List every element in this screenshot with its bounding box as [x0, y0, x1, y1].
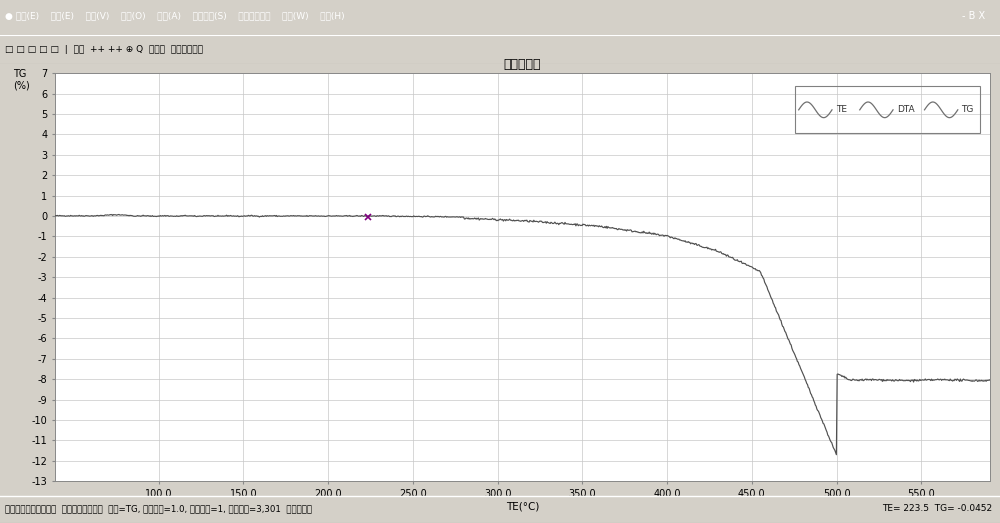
Text: TE= 223.5  TG= -0.0452: TE= 223.5 TG= -0.0452	[882, 504, 992, 513]
X-axis label: TE(°C): TE(°C)	[506, 502, 539, 511]
Text: ● 文件(E)    编辑(E)    视图(V)    选项(O)    分析(A)    系统选项(S)    辅助计算工具    窗口(W)    帮助(: ● 文件(E) 编辑(E) 视图(V) 选项(O) 分析(A) 系统选项(S) …	[5, 11, 345, 20]
Text: TG: TG	[962, 105, 974, 115]
Text: 状态：打开文件成功。  此文件基本设置，  仪器=TG, 采样周期=1.0, 加热段数=1, 采样点数=3,301  通信口状态: 状态：打开文件成功。 此文件基本设置， 仪器=TG, 采样周期=1.0, 加热段…	[5, 504, 312, 513]
Text: DTA: DTA	[897, 105, 914, 115]
Title: 恒久热分析: 恒久热分析	[504, 58, 541, 71]
Text: TE: TE	[836, 105, 847, 115]
Text: - B X: - B X	[962, 10, 985, 20]
Text: □ □ □ □ □  |  网格  ++ ++ ⊕ Q  辅助线  抓屏・标注・: □ □ □ □ □ | 网格 ++ ++ ⊕ Q 辅助线 抓屏・标注・	[5, 44, 203, 54]
Text: TG
(%): TG (%)	[13, 69, 30, 91]
